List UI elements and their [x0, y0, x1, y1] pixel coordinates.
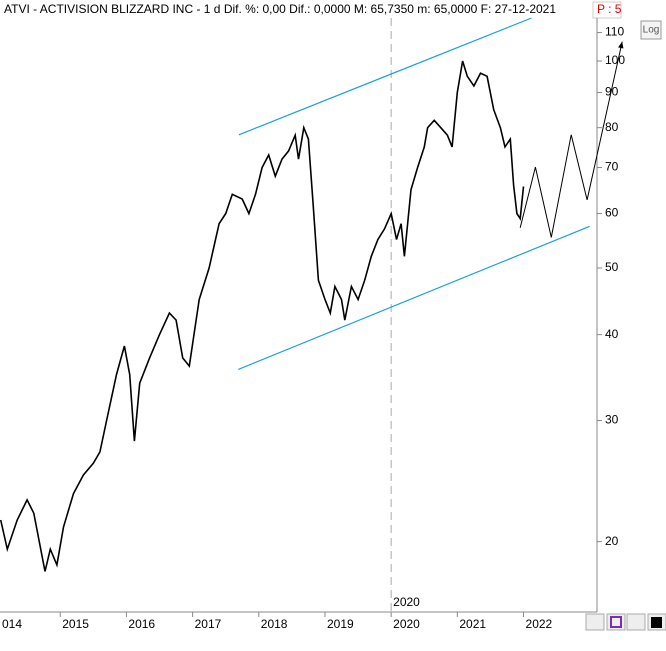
p-label[interactable]: P : 5	[597, 2, 622, 16]
tool-button[interactable]	[585, 613, 605, 631]
save-icon	[610, 616, 622, 628]
y-tick-label: 100	[605, 53, 625, 67]
price-line	[0, 60, 525, 572]
y-tick-label: 90	[605, 85, 619, 99]
y-tick-label: 80	[605, 120, 619, 134]
x-tick-label: 2018	[261, 617, 288, 631]
y-tick-label: 50	[605, 260, 619, 274]
x-tick-label: 2016	[128, 617, 155, 631]
y-tick-label: 110	[605, 25, 624, 39]
y-tick-label: 60	[605, 206, 619, 220]
pin-button[interactable]	[626, 613, 646, 631]
header-title: ATVI - ACTIVISION BLIZZARD INC - 1 d Dif…	[4, 2, 556, 16]
y-tick-label: 30	[605, 413, 619, 427]
x-tick-label: 2015	[62, 617, 89, 631]
y-tick-label: 40	[605, 327, 619, 341]
y-tick-label: 70	[605, 160, 619, 174]
marker-label: 2020	[393, 595, 420, 609]
x-tick-label: 2019	[327, 617, 354, 631]
arrow-head	[618, 41, 624, 49]
x-tick-label: 2021	[459, 617, 486, 631]
y-tick-label: 20	[605, 534, 619, 548]
log-button-label[interactable]: Log	[643, 25, 660, 36]
color-icon	[651, 617, 662, 628]
trendline	[238, 17, 532, 136]
projection	[519, 41, 623, 238]
x-tick-label: 014	[2, 617, 22, 631]
toolbar	[585, 613, 666, 631]
log-button[interactable]	[640, 20, 662, 40]
p-box[interactable]	[592, 1, 622, 19]
trendline	[238, 225, 590, 370]
x-tick-label: 2022	[526, 617, 553, 631]
x-tick-label: 2017	[195, 617, 222, 631]
x-tick-label: 2020	[393, 617, 420, 631]
